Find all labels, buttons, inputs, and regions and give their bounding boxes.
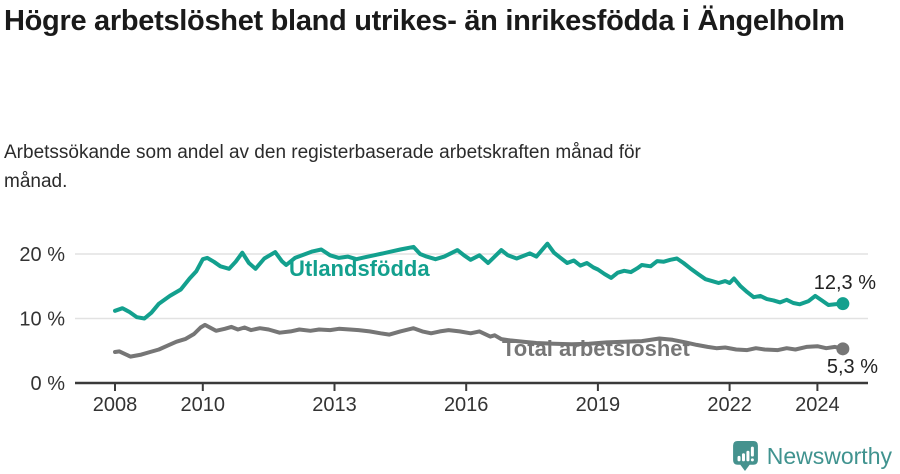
chart-title: Högre arbetslöshet bland utrikes- än inr…: [4, 5, 845, 37]
newsworthy-credit[interactable]: Newsworthy: [732, 441, 892, 471]
x-axis-label-2016: 2016: [444, 394, 489, 416]
x-axis-label-2008: 2008: [93, 394, 138, 416]
unemployment-line-chart: 0 % 10 % 20 % 2008 2010 2013 2016 2019 2022 2024 U…: [19, 241, 878, 416]
x-axis-label-2022: 2022: [707, 394, 752, 416]
x-axis-label-2013: 2013: [312, 394, 357, 416]
chart-subtitle: Arbetssökande som andel av den registerb…: [4, 142, 641, 193]
x-axis-label-2024: 2024: [795, 394, 840, 416]
x-axis-label-2019: 2019: [576, 394, 621, 416]
y-axis-label-20: 20 %: [19, 244, 65, 266]
series-end-value-1: 5,3 %: [827, 356, 878, 378]
series-line-0: [113, 241, 845, 321]
series-label-0: Utlandsfödda: [289, 256, 430, 281]
newsworthy-wordmark: Newsworthy: [766, 442, 892, 469]
y-axis-label-10: 10 %: [19, 309, 65, 331]
series-end-dot-1: [836, 342, 850, 356]
series-end-value-0: 12,3 %: [814, 272, 876, 294]
series-end-dot-0: [836, 297, 850, 311]
x-axis-label-2010: 2010: [181, 394, 226, 416]
series-label-1: Total arbetslöshet: [502, 336, 691, 361]
series-line-1: [113, 322, 845, 359]
y-axis-label-0: 0 %: [31, 373, 66, 395]
newsworthy-logo-icon: [732, 441, 758, 471]
